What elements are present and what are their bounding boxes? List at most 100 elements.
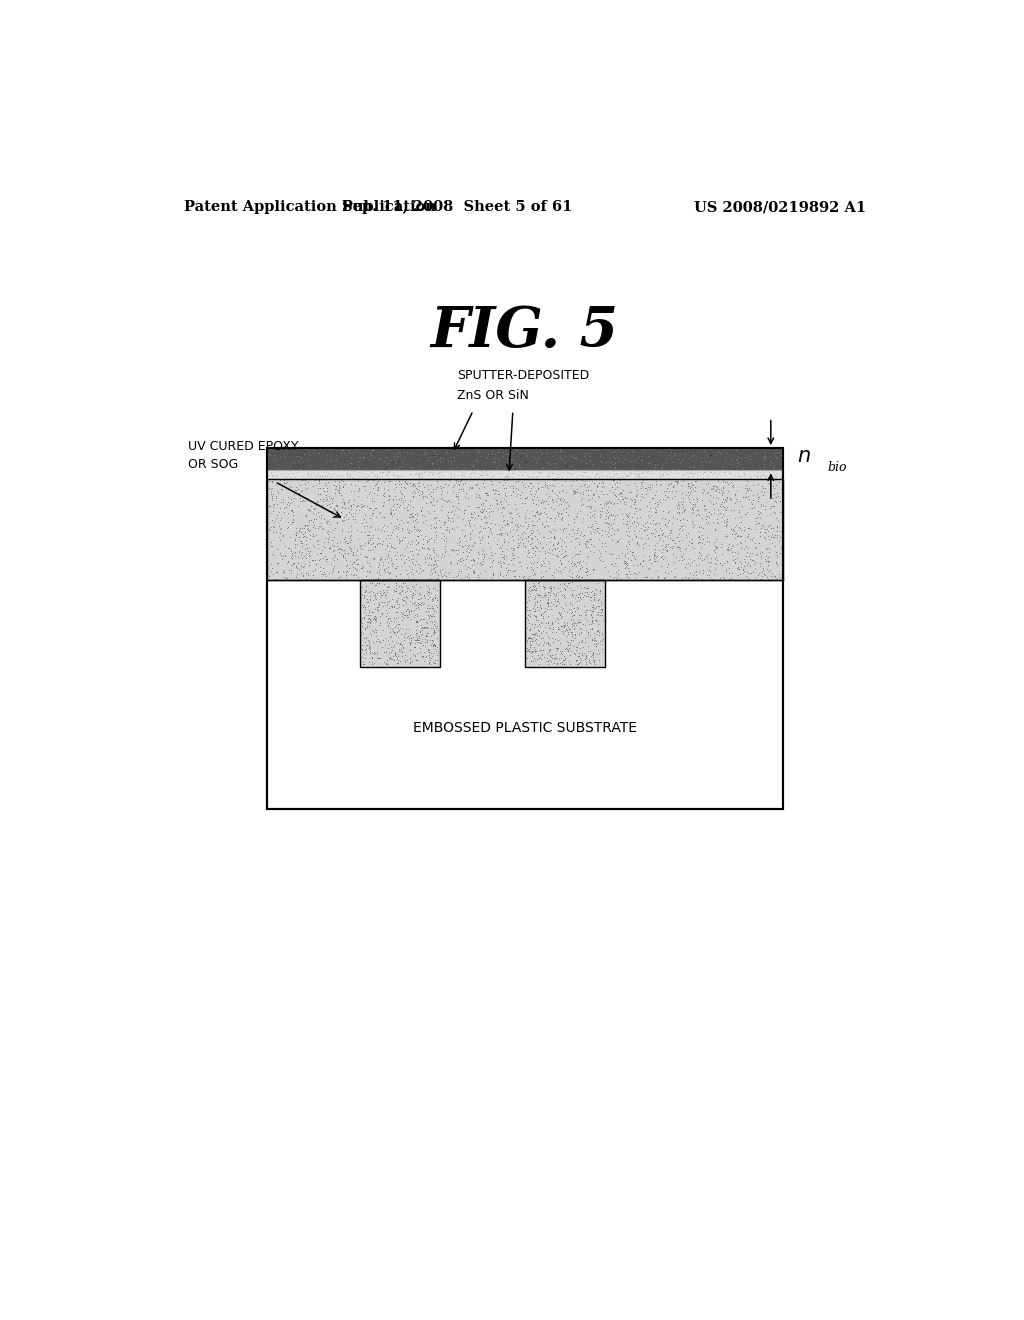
Point [551, 602, 567, 623]
Point [468, 483, 484, 504]
Point [723, 471, 739, 492]
Point [376, 507, 392, 528]
Point [356, 647, 373, 668]
Point [739, 517, 756, 539]
Point [505, 478, 521, 499]
Point [359, 591, 376, 612]
Point [561, 632, 578, 653]
Point [428, 455, 444, 477]
Point [262, 483, 279, 504]
Point [415, 528, 431, 549]
Point [323, 450, 339, 471]
Point [380, 638, 396, 659]
Point [561, 573, 578, 594]
Point [534, 554, 550, 576]
Point [579, 581, 595, 602]
Point [665, 451, 681, 473]
Point [684, 498, 700, 519]
Point [461, 541, 477, 562]
Point [292, 446, 308, 467]
Point [285, 552, 301, 573]
Point [664, 487, 680, 508]
Point [319, 528, 336, 549]
Point [387, 581, 403, 602]
Point [691, 504, 708, 525]
Point [529, 552, 546, 573]
Point [635, 466, 651, 487]
Point [299, 537, 315, 558]
Point [477, 482, 494, 503]
Point [313, 564, 330, 585]
Point [500, 560, 516, 581]
Point [426, 634, 442, 655]
Point [382, 548, 398, 569]
Point [615, 451, 632, 473]
Point [660, 502, 677, 523]
Point [275, 566, 292, 587]
Point [369, 533, 385, 554]
Point [416, 537, 432, 558]
Point [682, 482, 698, 503]
Point [764, 457, 780, 478]
Point [328, 475, 344, 496]
Point [485, 440, 502, 461]
Point [435, 442, 452, 463]
Point [583, 488, 599, 510]
Point [297, 490, 313, 511]
Point [466, 553, 482, 574]
Point [510, 470, 526, 491]
Point [295, 453, 311, 474]
Point [652, 491, 669, 512]
Point [527, 624, 544, 645]
Point [293, 533, 309, 554]
Point [275, 445, 292, 466]
Point [326, 463, 342, 484]
Point [519, 557, 536, 578]
Point [626, 463, 642, 484]
Point [565, 605, 582, 626]
Point [411, 539, 427, 560]
Point [475, 549, 492, 570]
Point [736, 466, 753, 487]
Point [609, 446, 626, 467]
Point [659, 553, 676, 574]
Point [340, 467, 356, 488]
Point [473, 554, 489, 576]
Point [308, 455, 325, 477]
Point [670, 449, 686, 470]
Point [504, 544, 520, 565]
Point [527, 639, 544, 660]
Point [288, 524, 304, 545]
Point [437, 445, 454, 466]
Point [592, 506, 608, 527]
Point [428, 544, 444, 565]
Point [487, 450, 504, 471]
Point [484, 440, 501, 461]
Point [377, 457, 393, 478]
Point [629, 479, 645, 500]
Point [554, 620, 570, 642]
Point [287, 457, 303, 478]
Point [391, 576, 408, 597]
Point [635, 549, 651, 570]
Point [383, 636, 399, 657]
Point [688, 471, 705, 492]
Point [761, 466, 777, 487]
Point [378, 627, 394, 648]
Point [424, 623, 440, 644]
Point [431, 510, 447, 531]
Point [324, 548, 340, 569]
Point [342, 525, 358, 546]
Point [685, 568, 701, 589]
Point [403, 576, 420, 597]
Point [365, 478, 381, 499]
Point [365, 546, 381, 568]
Point [593, 461, 609, 482]
Point [721, 455, 737, 477]
Point [585, 643, 601, 664]
Point [492, 491, 508, 512]
Point [285, 553, 301, 574]
Point [410, 606, 426, 627]
Point [716, 492, 732, 513]
Point [291, 482, 307, 503]
